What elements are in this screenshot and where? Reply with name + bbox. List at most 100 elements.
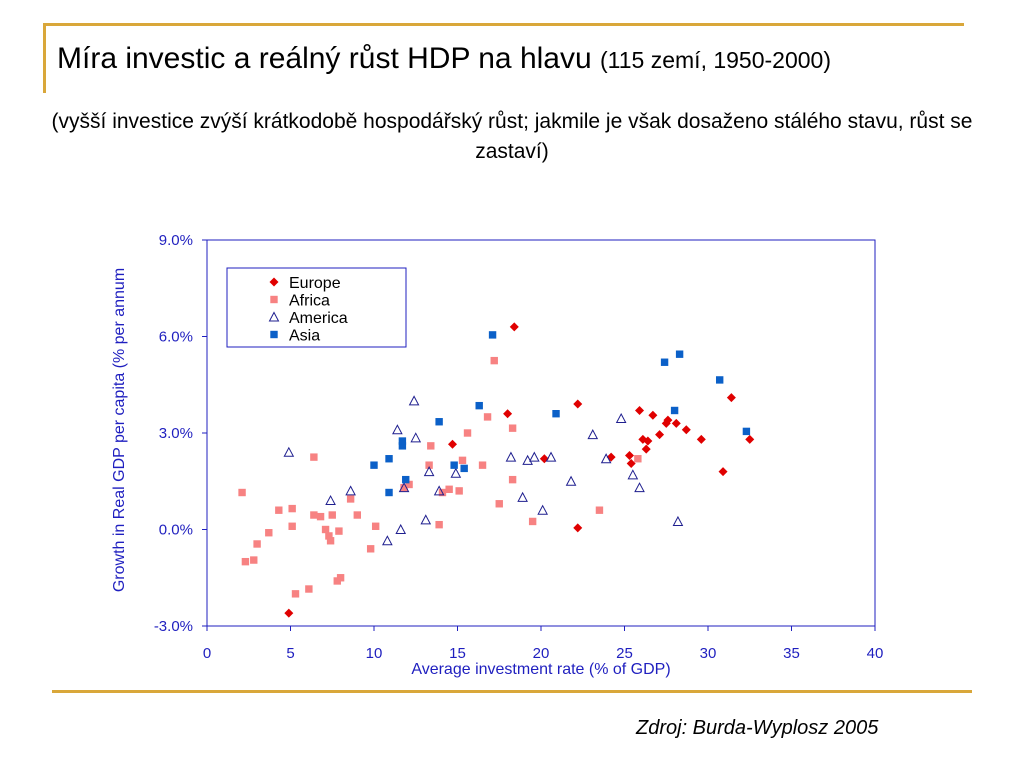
europe-point: [696, 434, 706, 444]
america-point: [587, 429, 599, 440]
legend-label-europe: Europe: [289, 275, 341, 292]
europe-point: [284, 608, 294, 618]
africa-point: [310, 511, 318, 519]
africa-point: [427, 442, 435, 450]
america-point: [398, 482, 410, 493]
africa-point: [508, 475, 517, 484]
legend-marker-europe: [269, 277, 279, 287]
america-point: [517, 491, 528, 502]
x-axis-label: Average investment rate (% of GDP): [411, 661, 670, 678]
y-tick-label: 3.0%: [159, 425, 193, 442]
america-point: [395, 523, 407, 534]
europe-point: [635, 405, 645, 415]
legend-marker-africa: [270, 295, 278, 304]
africa-point: [346, 495, 355, 503]
asia-point: [398, 442, 407, 450]
africa-point: [291, 590, 300, 598]
africa-point: [353, 511, 361, 519]
america-point: [545, 451, 557, 462]
america-point: [537, 504, 549, 515]
america-point: [423, 466, 435, 477]
africa-point: [250, 556, 258, 564]
africa-point: [275, 506, 283, 514]
africa-point: [371, 522, 380, 530]
asia-point: [450, 461, 458, 469]
asia-point: [385, 455, 393, 463]
europe-point: [681, 425, 691, 435]
slide-title: Míra investic a reálný růst HDP na hlavu…: [57, 42, 831, 76]
asia-point: [460, 464, 468, 473]
africa-point: [483, 413, 492, 421]
africa-point: [528, 517, 537, 526]
africa-point: [405, 480, 413, 489]
europe-point: [641, 444, 651, 454]
africa-point: [458, 456, 467, 465]
x-tick-label: 10: [366, 645, 383, 662]
asia-point: [475, 401, 483, 410]
title-main: Míra investic a reálný růst HDP na hlavu: [57, 42, 592, 75]
x-tick-label: 15: [449, 645, 466, 662]
legend-marker-asia: [270, 330, 278, 339]
y-tick-label: 9.0%: [159, 232, 193, 249]
title-paren: (115 zemí, 1950-2000): [600, 47, 832, 73]
x-tick-label: 20: [533, 645, 550, 662]
africa-point: [316, 512, 325, 521]
europe-point: [726, 393, 736, 403]
america-point: [408, 395, 420, 406]
x-tick-label: 40: [867, 645, 884, 662]
bottom-rule: [52, 690, 972, 693]
africa-point: [634, 455, 642, 463]
x-tick-label: 5: [286, 645, 294, 662]
europe-point: [573, 523, 583, 533]
africa-point: [463, 429, 472, 437]
america-point: [433, 485, 445, 496]
america-point: [382, 535, 393, 546]
x-tick-label: 30: [700, 645, 717, 662]
africa-point: [478, 461, 487, 469]
africa-point: [455, 487, 463, 495]
africa-point: [325, 532, 333, 540]
africa-point: [288, 522, 296, 530]
africa-point: [425, 461, 433, 469]
source-citation: Zdroj: Burda-Wyplosz 2005: [636, 717, 879, 739]
europe-point: [509, 322, 519, 332]
top-rule: [44, 23, 964, 26]
asia-point: [670, 406, 679, 415]
america-point: [420, 514, 432, 525]
africa-point: [241, 557, 250, 566]
legend-box: [226, 267, 407, 348]
legend-label-america: America: [289, 310, 348, 327]
africa-point: [265, 529, 273, 537]
x-tick-label: 35: [783, 645, 800, 662]
europe-point: [626, 459, 636, 469]
africa-point: [335, 527, 343, 535]
x-tick-label: 0: [203, 645, 211, 662]
africa-point: [435, 520, 443, 529]
europe-point: [643, 436, 653, 446]
america-point: [283, 446, 295, 457]
y-tick-label: 6.0%: [159, 329, 193, 346]
america-point: [450, 467, 462, 478]
africa-point: [490, 356, 498, 365]
africa-point: [328, 511, 336, 519]
africa-point: [445, 485, 453, 493]
asia-point: [385, 488, 393, 497]
america-point: [627, 469, 639, 480]
africa-point: [595, 506, 604, 514]
america-point: [410, 432, 422, 443]
europe-point: [655, 430, 665, 440]
y-tick-label: 0.0%: [159, 522, 193, 539]
legend-marker-america: [268, 311, 280, 322]
america-point: [505, 451, 517, 462]
asia-point: [488, 331, 497, 339]
america-point: [528, 451, 540, 462]
africa-point: [305, 585, 313, 593]
europe-point: [718, 467, 728, 477]
slide-subtitle: (vyšší investice zvýší krátkodobě hospod…: [51, 110, 973, 163]
america-point: [565, 475, 577, 486]
europe-point: [648, 410, 658, 420]
europe-point: [671, 418, 681, 428]
america-point: [600, 453, 612, 464]
africa-point: [310, 453, 318, 461]
